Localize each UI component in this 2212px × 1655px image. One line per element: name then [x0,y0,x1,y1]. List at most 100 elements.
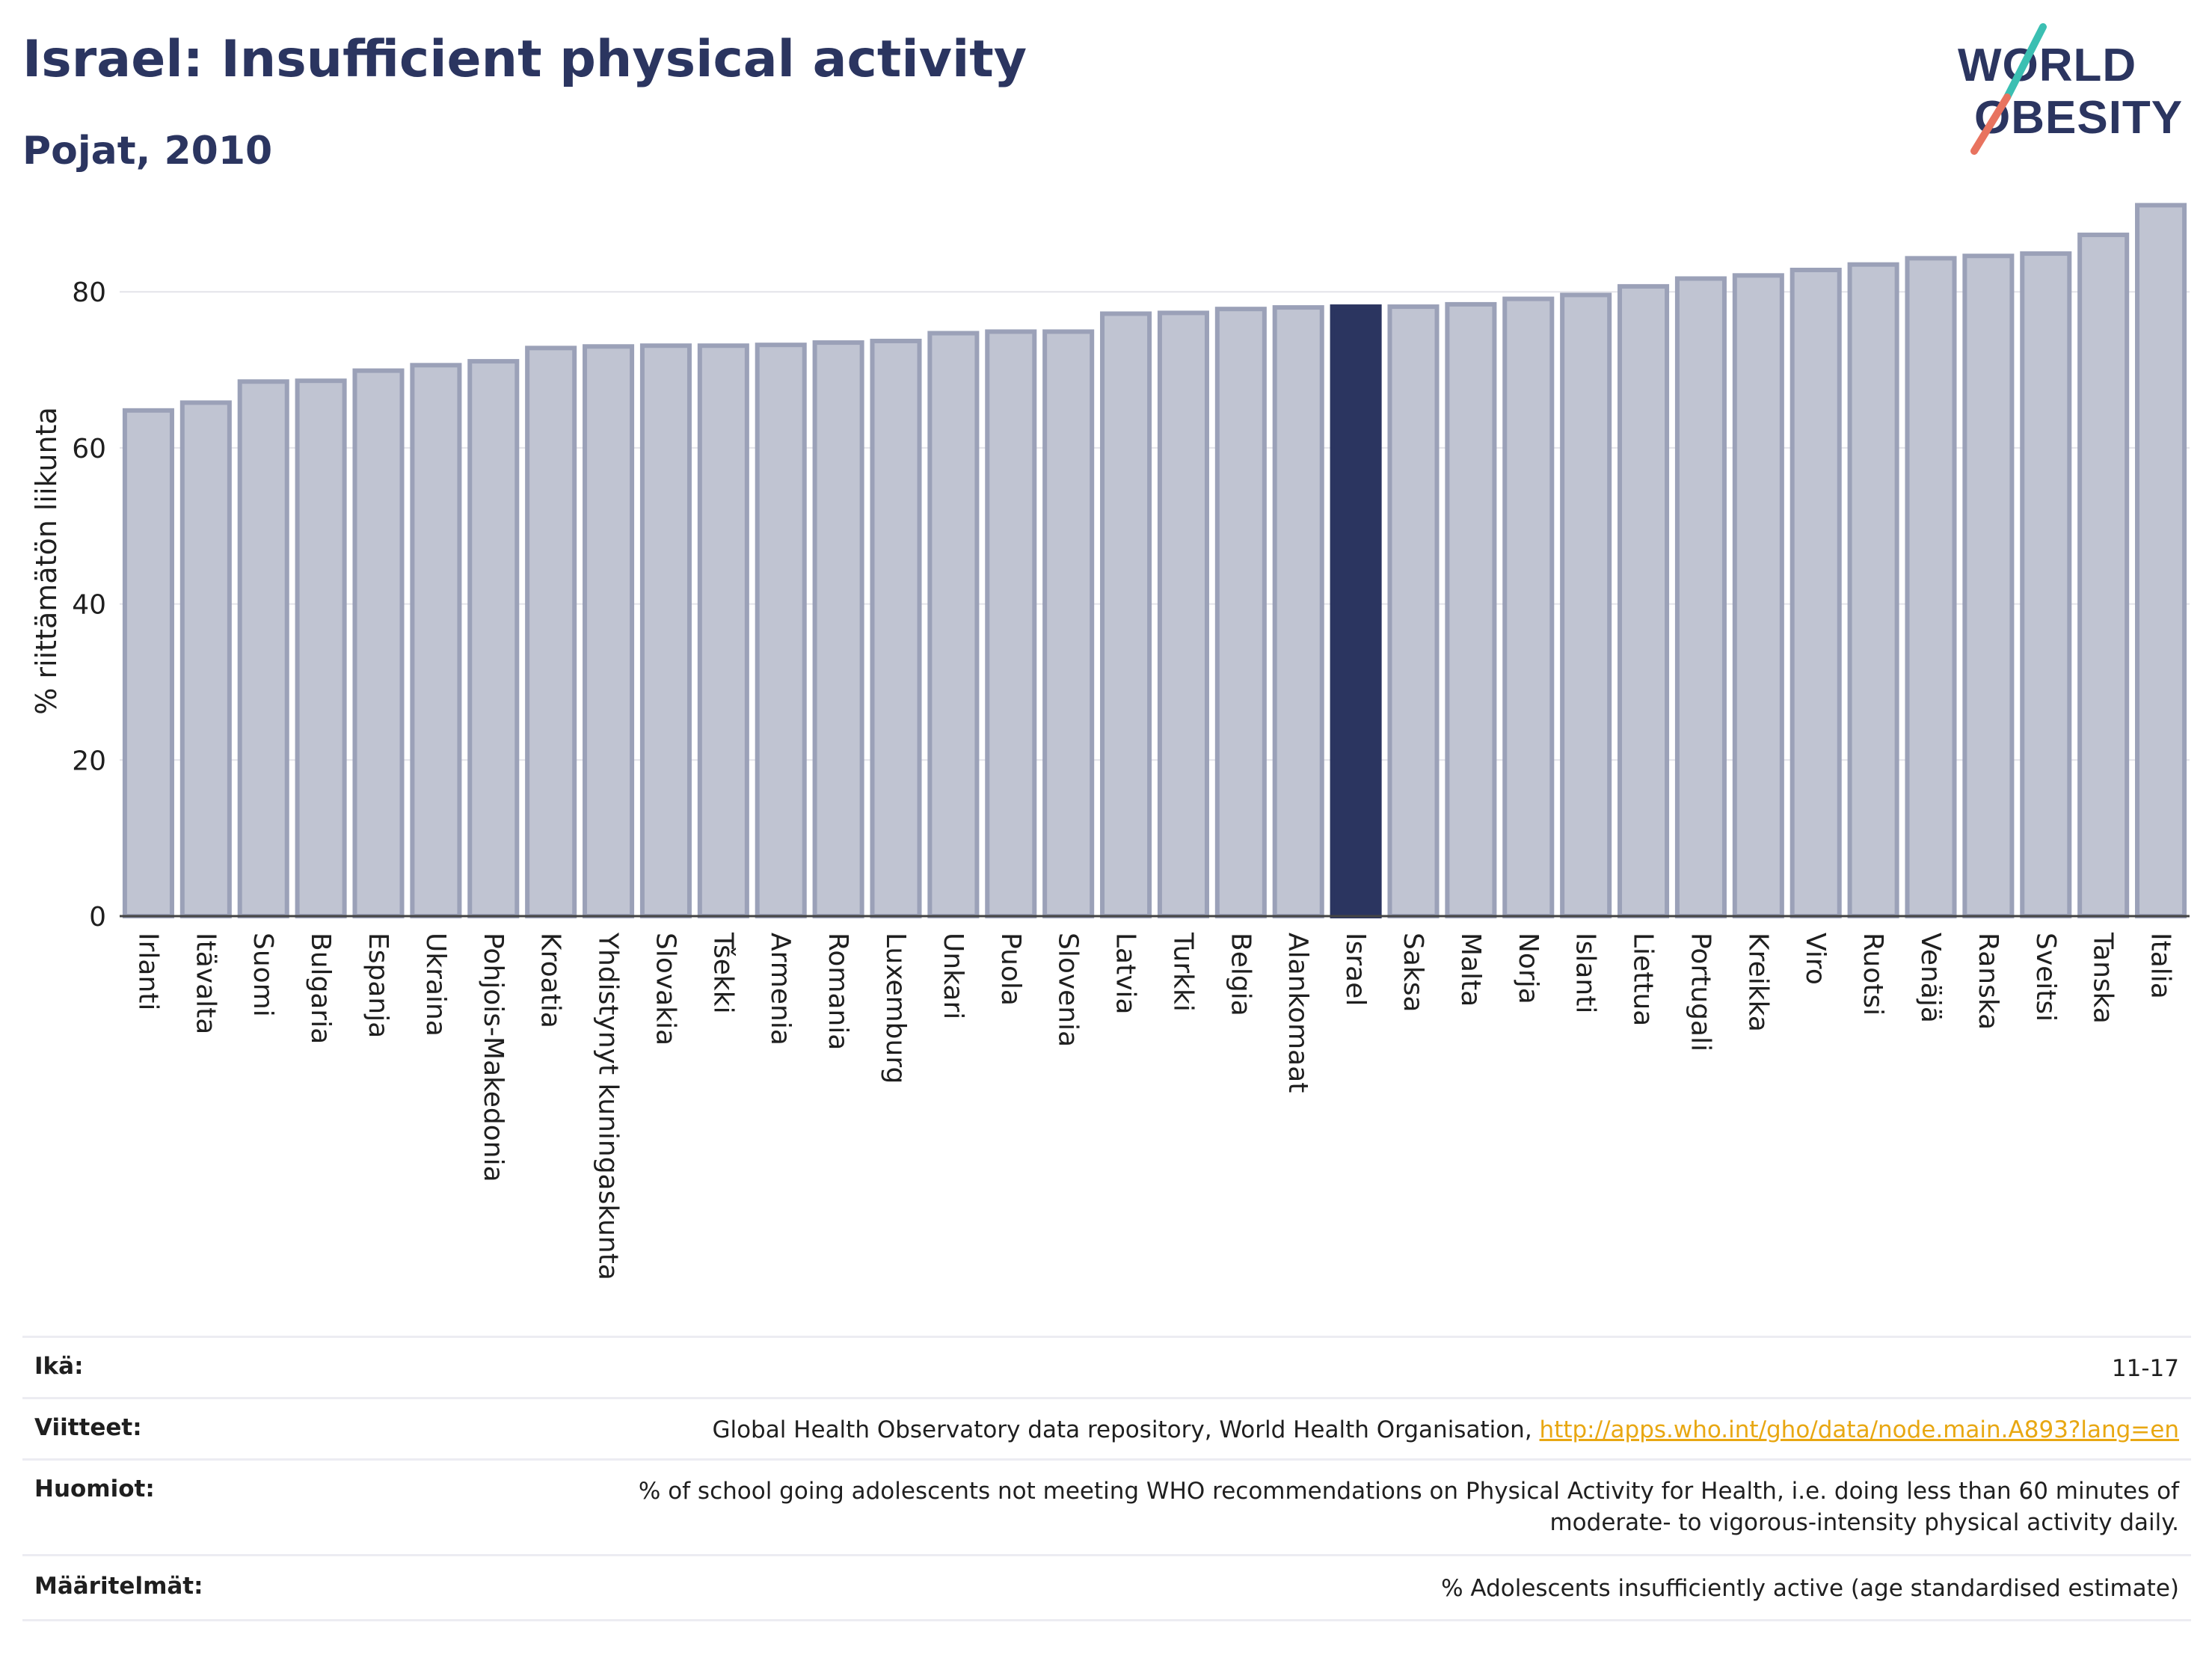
meta-definitions-label: Määritelmät: [34,1573,203,1600]
x-tick-label: Sveitsi [2030,933,2061,1022]
x-tick-label: Tanska [2088,932,2119,1024]
meta-notes-row: Huomiot: % of school going adolescents n… [22,1458,2191,1556]
x-tick-label: Belgia [1225,933,1256,1016]
x-tick-label: Israel [1340,933,1371,1006]
x-tick-label: Itävalta [190,933,221,1034]
x-tick-label: Kroatia [535,933,566,1028]
meta-references-link[interactable]: http://apps.who.int/gho/data/node.main.A… [1539,1416,2179,1443]
bar-ruotsi [1847,262,1899,918]
bar-portugali [1674,276,1727,918]
x-tick-label: Espanja [363,933,393,1038]
labels-layer: 0 20 40 60 80 Irlanti Itävalta Suomi Bulgaria Esp… [72,277,2175,1280]
y-tick-label: 20 [72,746,106,776]
bar-romania [812,340,864,919]
x-tick-label: Latvia [1110,933,1141,1015]
x-tick-label: Islanti [1570,933,1601,1013]
bar-kreikka [1732,273,1784,919]
x-tick-label: Yhdistynyt kuningaskunta [593,932,624,1280]
meta-definitions-row: Määritelmät: % Adolescents insufficientl… [22,1554,2191,1621]
bar-saksa [1387,304,1440,919]
x-tick-label: Romania [823,933,853,1050]
x-tick-label: Tšekki [707,932,738,1014]
x-tick-label: Bulgaria [305,933,336,1044]
bar-latvia [1100,311,1152,919]
bar-ranska [1962,254,2015,918]
bar-islanti [1560,292,1612,918]
y-axis-label: % riittämätön liikunta [30,407,63,715]
bar-yhdistynyt-kuningaskunta [583,344,635,918]
bar-liettua [1617,283,1670,919]
bar-italia [2135,203,2187,918]
x-tick-label: Pohjois-Makedonia [478,933,509,1182]
x-tick-label: Portugali [1685,933,1715,1051]
bar-viro [1789,268,1842,918]
x-tick-label: Turkki [1167,932,1198,1012]
meta-notes-label: Huomiot: [34,1476,155,1502]
x-tick-label: Irlanti [132,933,163,1010]
bar-kroatia [525,346,577,918]
bar-ukraina [410,363,462,919]
x-tick-label: Unkari [938,933,968,1019]
meta-notes-line-1: % of school going adolescents not meetin… [638,1478,2179,1505]
y-tick-label: 40 [72,590,106,621]
meta-references-text: Global Health Observatory data repositor… [712,1416,1540,1443]
y-tick-label: 80 [72,277,106,308]
page-title: Israel: Insufficient physical activity [22,30,1027,89]
logo-line-1: WORLD [1958,40,2136,91]
bar-tanska [2077,233,2130,919]
bar-bulgaria [295,378,347,919]
meta-age-label: Ikä: [34,1353,84,1380]
x-tick-label: Malta [1455,933,1486,1007]
x-tick-label: Kreikka [1742,933,1773,1032]
x-tick-label: Armenia [765,933,796,1045]
bar-luxemburg [870,338,922,918]
page-subtitle: Pojat, 2010 [22,129,273,174]
bar-venäjä [1905,256,1957,918]
grid-layer [120,291,2190,761]
meta-age-value: 11-17 [2111,1355,2179,1382]
bar-irlanti [122,408,174,918]
bar-chart: 0 20 40 60 80 Irlanti Itävalta Suomi Bulgaria Esp… [30,203,2190,1280]
meta-references-label: Viitteet: [34,1414,142,1441]
x-tick-label: Saksa [1398,933,1428,1013]
bar-slovenia [1042,329,1095,919]
bar-itävalta [179,400,232,918]
bars-layer [122,203,2187,919]
meta-references-value: Global Health Observatory data repositor… [712,1414,2179,1446]
y-tick-label: 60 [72,434,106,464]
y-tick-label: 0 [89,902,106,933]
logo-slash-bottom [1970,93,2011,155]
bar-slovakia [639,343,692,918]
x-tick-label: Suomi [248,933,278,1017]
x-tick-label: Slovakia [650,933,681,1045]
meta-references-row: Viitteet: Global Health Observatory data… [22,1397,2191,1461]
meta-definitions-value: % Adolescents insufficiently active (age… [1441,1575,2179,1602]
x-tick-label: Alankomaat [1282,933,1313,1093]
bar-suomi [237,379,289,918]
meta-notes-line-2: moderate- to vigorous-intensity physical… [1549,1509,2179,1536]
x-tick-label: Liettua [1628,933,1659,1026]
bar-malta [1445,301,1497,919]
x-tick-label: Slovenia [1053,933,1084,1047]
bar-israel [1330,304,1382,919]
x-tick-label: Ukraina [420,933,451,1037]
x-tick-label: Luxemburg [880,933,911,1084]
bar-espanja [352,368,405,918]
bar-armenia [755,343,807,919]
x-tick-label: Viro [1800,933,1831,985]
bar-puola [985,329,1037,919]
meta-age-row: Ikä: 11-17 [22,1336,2191,1399]
x-tick-label: Puola [995,933,1026,1006]
x-tick-label: Ranska [1973,933,2003,1030]
bar-sveitsi [2020,251,2072,918]
bar-tšekki [697,343,749,918]
x-tick-label: Italia [2145,933,2176,999]
bar-unkari [927,331,980,918]
meta-notes-value: % of school going adolescents not meetin… [384,1476,2179,1538]
bar-belgia [1214,307,1267,919]
logo-slash-top [2003,23,2047,101]
world-obesity-logo: WORLD OBESITY [1958,23,2182,155]
x-tick-label: Ruotsi [1858,933,1888,1016]
bar-norja [1502,296,1555,918]
bar-turkki [1157,310,1209,918]
